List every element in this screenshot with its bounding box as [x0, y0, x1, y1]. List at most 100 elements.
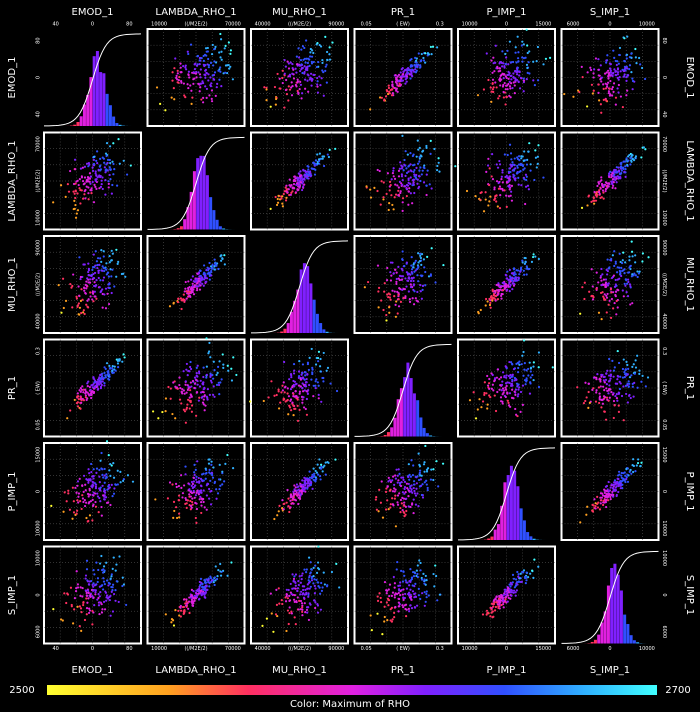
point: [411, 297, 414, 300]
point: [292, 362, 296, 366]
point: [63, 592, 66, 595]
point: [312, 582, 315, 585]
point: [605, 387, 608, 390]
point: [525, 379, 528, 382]
point: [171, 483, 174, 486]
point: [610, 391, 613, 394]
point: [213, 583, 216, 587]
point: [620, 394, 624, 398]
point: [399, 71, 402, 74]
point: [381, 516, 385, 519]
point: [102, 250, 105, 253]
point: [169, 397, 172, 400]
point: [622, 419, 625, 422]
point: [380, 299, 383, 302]
point: [295, 489, 299, 492]
point: [299, 608, 302, 611]
point: [517, 80, 520, 84]
point: [182, 605, 186, 609]
point: [111, 586, 114, 589]
point: [401, 183, 404, 187]
point: [309, 175, 312, 178]
point: [182, 598, 186, 601]
point: [97, 382, 100, 385]
point: [635, 62, 638, 65]
point: [231, 78, 234, 81]
point: [177, 485, 180, 488]
point: [316, 581, 319, 584]
point: [74, 196, 77, 200]
point: [497, 290, 501, 293]
point: [499, 376, 503, 379]
point: [410, 170, 413, 173]
point: [588, 401, 591, 404]
point: [101, 292, 104, 296]
point: [429, 45, 432, 49]
point: [524, 202, 527, 206]
point: [226, 364, 229, 367]
point: [401, 257, 404, 261]
point: [602, 87, 605, 90]
point: [96, 162, 99, 165]
point: [595, 378, 598, 381]
histogram-bar: [212, 210, 216, 230]
point: [90, 384, 93, 387]
point: [417, 52, 420, 55]
point: [599, 64, 602, 67]
point: [525, 78, 528, 81]
point: [510, 82, 513, 85]
point: [376, 168, 379, 172]
point: [415, 57, 418, 60]
point: [94, 384, 97, 387]
point: [108, 254, 111, 258]
point: [610, 257, 613, 261]
histogram-bar: [419, 417, 423, 437]
point: [391, 84, 394, 88]
point: [196, 489, 199, 492]
point: [213, 48, 216, 51]
point: [204, 579, 207, 582]
point: [193, 386, 196, 390]
point: [212, 466, 215, 469]
point: [401, 179, 404, 182]
point: [536, 155, 539, 158]
point: [94, 589, 97, 592]
point: [293, 600, 296, 604]
point: [89, 388, 92, 391]
point: [590, 295, 593, 298]
panel: [457, 447, 556, 541]
point: [410, 72, 413, 75]
point: [497, 97, 500, 100]
point: [98, 489, 102, 492]
point: [599, 276, 602, 279]
point: [111, 183, 114, 187]
point: [620, 476, 623, 479]
point: [508, 376, 512, 380]
point: [202, 264, 206, 267]
point: [616, 67, 620, 70]
point: [166, 497, 170, 500]
point: [109, 474, 112, 477]
point: [597, 501, 600, 504]
point: [195, 70, 198, 74]
point: [216, 82, 219, 85]
point: [613, 479, 617, 482]
point: [385, 279, 389, 282]
point: [98, 612, 101, 616]
point: [300, 578, 303, 581]
point: [304, 61, 307, 64]
point: [296, 396, 299, 399]
point: [87, 468, 90, 471]
point: [605, 311, 608, 314]
point: [99, 279, 102, 282]
point: [598, 74, 601, 77]
point: [322, 466, 325, 469]
point: [493, 380, 496, 383]
point: [300, 483, 303, 486]
point: [193, 463, 196, 466]
point: [103, 467, 106, 471]
point: [121, 584, 124, 588]
point: [294, 622, 297, 626]
point: [323, 583, 327, 586]
point: [591, 388, 594, 392]
